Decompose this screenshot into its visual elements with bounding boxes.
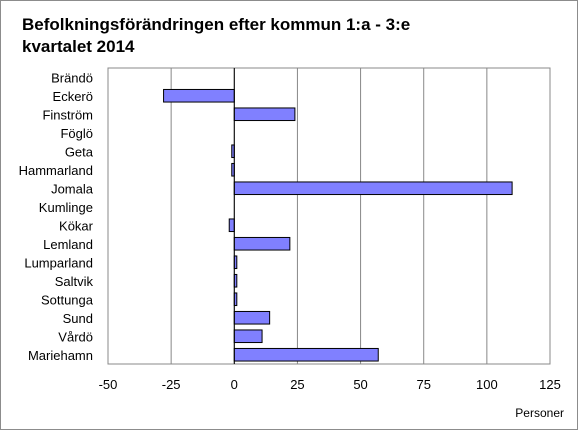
category-label: Hammarland [19,163,93,178]
category-label: Jomala [51,181,94,196]
plot-area [107,67,551,365]
x-tick-label: 100 [476,377,498,392]
category-label: Kumlinge [39,200,93,215]
chart-title-line-1: Befolkningsförändringen efter kommun 1:a… [22,15,411,34]
bars [163,68,513,364]
x-tick-labels: -50 -25 0 25 50 75 100 125 [99,377,561,392]
x-tick-label: 125 [539,377,561,392]
bar [233,236,291,251]
category-label: Kökar [59,218,94,233]
category-label: Vårdö [58,329,93,344]
x-tick-label: -25 [162,377,181,392]
category-label: Eckerö [53,89,93,104]
chart-title: Befolkningsförändringen efter kommun 1:a… [22,14,502,58]
bar [233,181,513,196]
category-label: Lemland [43,237,93,252]
chart-title-line-2: kvartalet 2014 [22,37,135,56]
x-tick-label: 25 [290,377,304,392]
x-tick-label: 0 [231,377,238,392]
bar [233,107,296,122]
category-label: Sund [63,311,93,326]
category-label: Geta [65,144,94,159]
category-label: Finström [42,107,93,122]
x-tick-label: 50 [353,377,367,392]
bar [228,218,235,233]
x-tick-label: -50 [99,377,118,392]
bar [233,347,379,362]
x-axis-label: Personer [515,406,564,420]
bar [233,329,263,344]
category-label: Saltvik [55,274,94,289]
bar [163,88,235,103]
category-label: Mariehamn [28,348,93,363]
x-tick-label: 75 [416,377,430,392]
category-label: Sottunga [41,292,94,307]
category-label: Brändö [51,70,93,85]
category-label: Föglö [60,126,93,141]
category-label: Lumparland [24,255,93,270]
category-labels: Brändö Eckerö Finström Föglö Geta Hammarland J… [19,70,94,363]
bar [233,310,271,325]
